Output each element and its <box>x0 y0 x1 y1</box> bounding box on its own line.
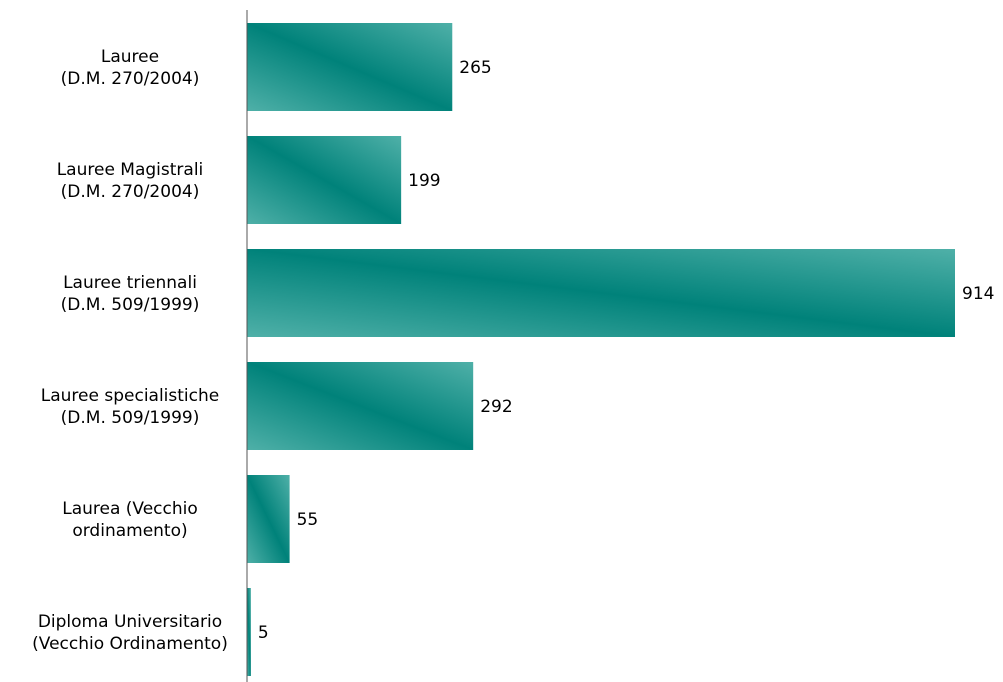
value-label-0: 265 <box>459 58 491 78</box>
category-label-5: Diploma Universitario (Vecchio Ordinament… <box>32 612 228 654</box>
category-label-line: (D.M. 270/2004) <box>61 182 200 202</box>
value-label-2: 914 <box>962 284 994 304</box>
bar-1 <box>247 136 402 224</box>
category-label-line: (D.M. 509/1999) <box>61 408 200 428</box>
category-label-line: (D.M. 270/2004) <box>61 69 200 89</box>
value-label-1: 199 <box>408 171 440 191</box>
category-label-4: Laurea (Vecchio ordinamento) <box>62 499 198 541</box>
category-label-line: Lauree <box>101 47 159 67</box>
bar-2 <box>247 249 955 337</box>
category-label-line: ordinamento) <box>72 521 187 541</box>
bars-layer <box>247 23 955 676</box>
bar-4 <box>247 475 290 563</box>
bar-5 <box>247 588 251 676</box>
category-label-line: Diploma Universitario <box>38 612 222 632</box>
value-label-5: 5 <box>258 623 269 643</box>
category-label-line: (Vecchio Ordinamento) <box>32 634 228 654</box>
category-label-line: Laurea (Vecchio <box>62 499 198 519</box>
bar-0 <box>247 23 453 111</box>
category-label-2: Lauree triennali (D.M. 509/1999) <box>61 273 200 315</box>
category-labels: Lauree (D.M. 270/2004)Lauree Magistrali (D… <box>32 47 228 654</box>
category-label-3: Lauree specialistiche (D.M. 509/1999) <box>41 386 219 428</box>
category-label-line: Lauree Magistrali <box>57 160 204 180</box>
category-label-0: Lauree (D.M. 270/2004) <box>61 47 200 89</box>
category-label-line: Lauree specialistiche <box>41 386 219 406</box>
category-label-line: (D.M. 509/1999) <box>61 295 200 315</box>
category-label-1: Lauree Magistrali (D.M. 270/2004) <box>57 160 204 202</box>
value-label-3: 292 <box>480 397 512 417</box>
category-label-line: Lauree triennali <box>63 273 197 293</box>
bar-3 <box>247 362 474 450</box>
value-label-4: 55 <box>297 510 319 530</box>
